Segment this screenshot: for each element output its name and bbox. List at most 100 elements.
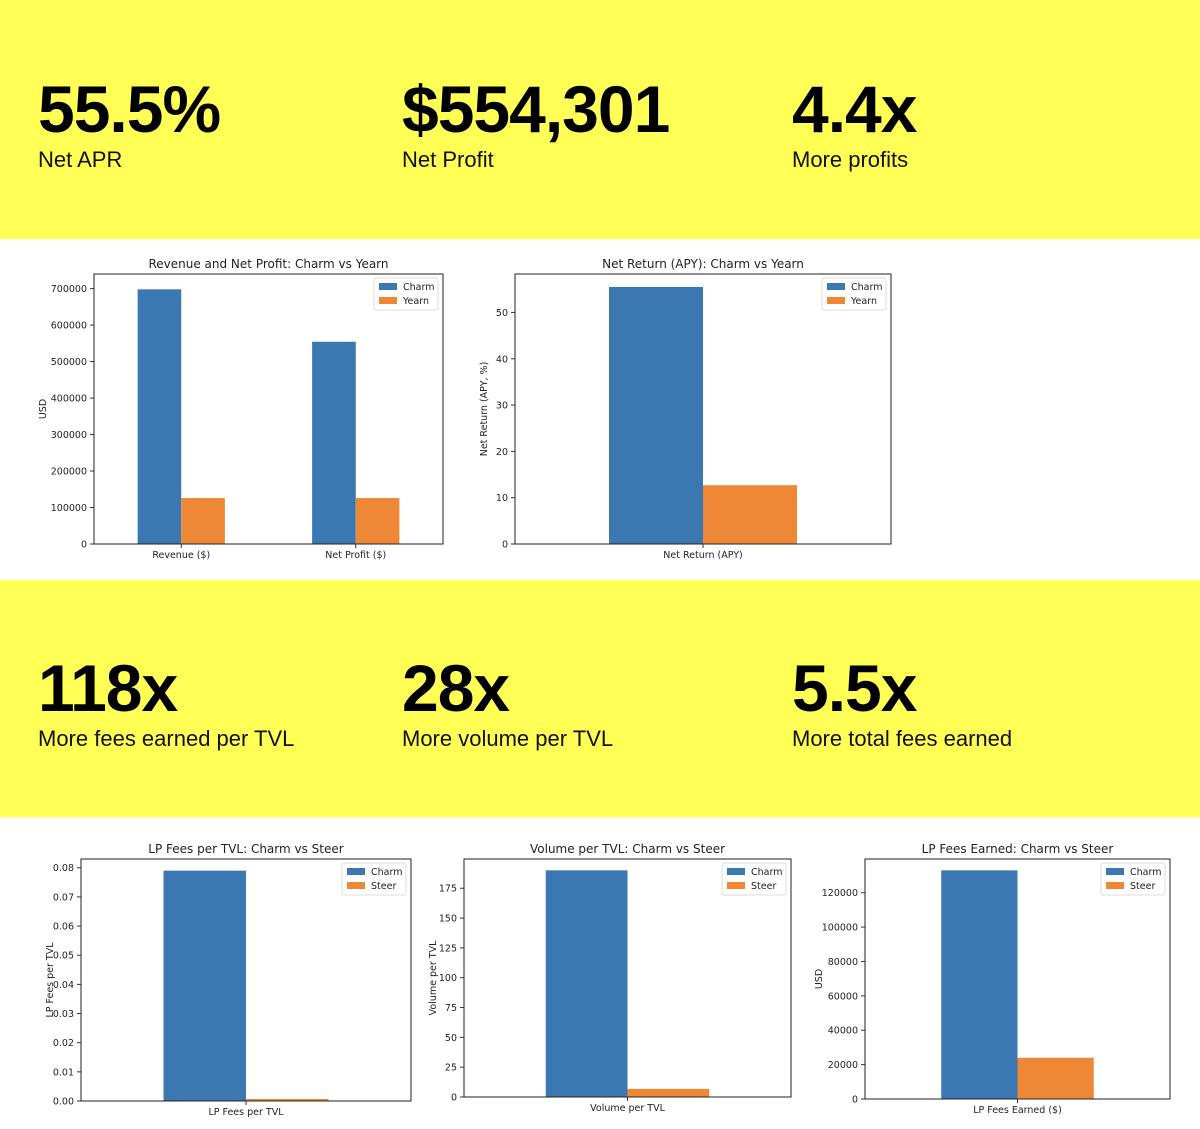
legend-box [821, 277, 887, 311]
stat-fees-per-tvl: 118x More fees earned per TVL [38, 655, 294, 751]
x-tick-label: Revenue ($) [152, 550, 210, 561]
legend-label: Charm [403, 282, 434, 293]
y-tick-label: 0.01 [53, 1067, 74, 1078]
x-tick-label: Net Profit ($) [325, 550, 386, 561]
legend-label: Charm [371, 867, 402, 878]
y-tick-label: 0 [502, 540, 508, 551]
stat-label: More fees earned per TVL [38, 726, 295, 751]
y-tick-label: 100000 [822, 923, 858, 934]
chart-title: LP Fees Earned: Charm vs Steer [922, 842, 1114, 856]
x-tick-label: Net Return (APY) [663, 550, 742, 561]
chart-title: Volume per TVL: Charm vs Steer [530, 842, 725, 856]
stat-value: 5.5x [792, 651, 917, 725]
plot-frame [864, 858, 1171, 1100]
y-tick-label: 80000 [828, 957, 858, 968]
legend-label: Steer [371, 881, 396, 892]
legend-swatch-yearn [379, 297, 397, 304]
bar-charm [609, 286, 703, 544]
y-tick-label: 400000 [51, 394, 87, 405]
x-tick-label: LP Fees Earned ($) [973, 1105, 1062, 1116]
legend-label: Yearn [850, 296, 877, 307]
stat-value: $554,301 [402, 72, 670, 146]
legend-label: Charm [851, 282, 882, 293]
legend-label: Charm [751, 867, 782, 878]
legend-label: Steer [751, 881, 776, 892]
legend-box [341, 862, 407, 896]
stat-label: Net Profit [402, 147, 494, 172]
legend-box [1100, 862, 1166, 896]
y-tick-label: 125 [439, 943, 457, 954]
y-tick-label: 120000 [822, 888, 858, 899]
y-tick-label: 0.07 [53, 892, 74, 903]
legend-swatch-steer [347, 882, 365, 889]
legend-box [373, 277, 439, 311]
legend-label: Charm [1130, 867, 1161, 878]
bar-steer [1017, 1057, 1094, 1099]
stat-net-profit: $554,301 Net Profit [402, 72, 670, 172]
y-tick-label: 200000 [51, 467, 87, 478]
plot-frame [80, 858, 412, 1102]
y-tick-label: 25 [445, 1063, 457, 1074]
legend-label: Steer [1130, 881, 1155, 892]
y-tick-label: 100000 [51, 503, 87, 514]
y-tick-label: 100 [439, 973, 457, 984]
chart-title: Net Return (APY): Charm vs Yearn [602, 257, 804, 271]
y-tick-label: 600000 [51, 321, 87, 332]
legend-box [721, 862, 787, 896]
legend-swatch-yearn [827, 297, 845, 304]
bar-yearn [703, 485, 797, 544]
y-tick-label: 40000 [828, 1026, 858, 1037]
y-tick-label: 30 [496, 401, 508, 412]
y-tick-label: 0.06 [53, 922, 74, 933]
plot-frame [514, 273, 892, 545]
stat-value: 28x [402, 651, 510, 725]
plot-frame [463, 858, 792, 1098]
bar-steer [627, 1088, 710, 1097]
legend-swatch-charm [1106, 868, 1124, 875]
y-tick-label: 0 [451, 1093, 457, 1104]
legend-swatch-charm [379, 283, 397, 290]
y-tick-label: 500000 [51, 357, 87, 368]
y-tick-label: 0.04 [53, 980, 74, 991]
bar-charm [545, 870, 628, 1097]
legend-label: Yearn [402, 296, 429, 307]
chart-title: LP Fees per TVL: Charm vs Steer [148, 842, 343, 856]
bar-steer [246, 1098, 329, 1101]
bar-charm [941, 870, 1018, 1099]
y-axis-label: USD [38, 399, 49, 419]
y-tick-label: 0.00 [53, 1097, 74, 1108]
stat-value: 55.5% [38, 72, 221, 146]
y-tick-label: 700000 [51, 284, 87, 295]
legend-swatch-charm [827, 283, 845, 290]
x-tick-label: LP Fees per TVL [208, 1107, 284, 1118]
stat-label: More total fees earned [792, 726, 1013, 751]
y-tick-label: 150 [439, 914, 457, 925]
legend-swatch-charm [727, 868, 745, 875]
bar-charm [163, 870, 246, 1101]
legend-swatch-charm [347, 868, 365, 875]
y-axis-label: Net Return (APY, %) [479, 362, 490, 457]
chart-title: Revenue and Net Profit: Charm vs Yearn [148, 257, 388, 271]
bar-charm [137, 289, 182, 544]
stat-total-fees: 5.5x More total fees earned [792, 655, 1012, 751]
y-tick-label: 40 [496, 354, 508, 365]
stats-band-mid [0, 580, 1200, 817]
bar-yearn [355, 498, 400, 544]
stat-more-profits: 4.4x More profits [792, 76, 917, 172]
y-tick-label: 300000 [51, 430, 87, 441]
bar-charm [312, 341, 356, 544]
stat-label: More volume per TVL [402, 726, 614, 751]
y-tick-label: 0 [81, 540, 87, 551]
y-tick-label: 75 [445, 1003, 457, 1014]
y-tick-label: 50 [496, 308, 508, 319]
stat-net-apr: 55.5% Net APR [38, 72, 221, 172]
y-tick-label: 0.03 [53, 1009, 74, 1020]
x-tick-label: Volume per TVL [590, 1103, 665, 1114]
y-tick-label: 0.05 [53, 951, 74, 962]
y-tick-label: 0.08 [53, 863, 74, 874]
y-tick-label: 10 [496, 493, 508, 504]
legend-swatch-steer [1106, 882, 1124, 889]
y-tick-label: 20000 [828, 1060, 858, 1071]
stats-band-top [0, 0, 1200, 239]
y-tick-label: 0.02 [53, 1038, 74, 1049]
